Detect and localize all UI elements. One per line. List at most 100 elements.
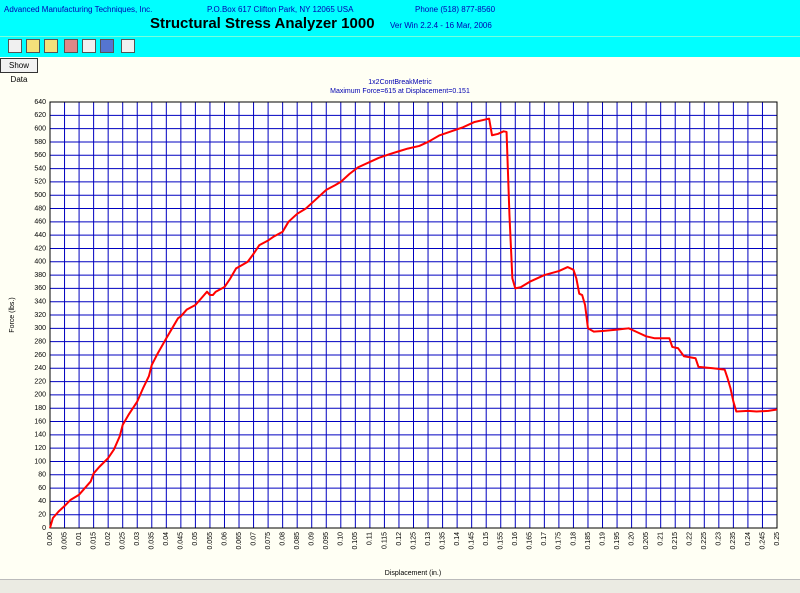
y-tick-label: 20	[38, 512, 46, 519]
x-tick-label: 0.215	[672, 532, 679, 550]
x-tick-label: 0.24	[745, 532, 752, 546]
y-tick-label: 180	[34, 405, 46, 412]
y-tick-label: 640	[34, 99, 46, 106]
x-tick-label: 0.05	[192, 532, 199, 546]
x-tick-label: 0.245	[759, 532, 766, 550]
y-tick-label: 300	[34, 325, 46, 332]
x-tick-label: 0.07	[250, 532, 257, 546]
x-tick-label: 0.17	[541, 532, 548, 546]
x-tick-label: 0.02	[105, 532, 112, 546]
app-title: Structural Stress Analyzer 1000	[150, 15, 375, 32]
x-tick-label: 0.205	[643, 532, 650, 550]
status-bar	[0, 579, 800, 593]
y-tick-label: 540	[34, 165, 46, 172]
folder-icon[interactable]	[44, 39, 58, 53]
x-tick-label: 0.18	[570, 532, 577, 546]
x-tick-label: 0.22	[687, 532, 694, 546]
x-tick-label: 0.19	[599, 532, 606, 546]
x-tick-label: 0.225	[701, 532, 708, 550]
x-tick-label: 0.235	[730, 532, 737, 550]
x-tick-label: 0.25	[774, 532, 781, 546]
print-icon[interactable]	[82, 39, 96, 53]
x-tick-label: 0.13	[425, 532, 432, 546]
x-tick-label: 0.08	[279, 532, 286, 546]
x-axis-label: Displacement (in.)	[385, 570, 441, 577]
x-tick-label: 0.21	[658, 532, 665, 546]
x-tick-label: 0.075	[265, 532, 272, 550]
toolbar	[0, 36, 800, 57]
x-tick-label: 0.14	[454, 532, 461, 546]
y-tick-label: 620	[34, 112, 46, 119]
x-tick-label: 0.115	[381, 532, 388, 549]
y-tick-label: 200	[34, 392, 46, 399]
y-tick-label: 40	[38, 498, 46, 505]
x-tick-label: 0.055	[207, 532, 214, 550]
y-tick-label: 440	[34, 232, 46, 239]
chart-icon[interactable]	[121, 39, 135, 53]
x-tick-label: 0.135	[439, 532, 446, 550]
x-tick-label: 0.03	[134, 532, 141, 546]
phone: Phone (518) 877-8560	[415, 5, 496, 14]
x-tick-label: 0.145	[469, 532, 476, 550]
x-tick-label: 0.005	[61, 532, 68, 550]
x-tick-label: 0.04	[163, 532, 170, 546]
x-tick-label: 0.10	[338, 532, 345, 546]
plot-border	[49, 101, 778, 529]
x-tick-label: 0.09	[309, 532, 316, 546]
x-tick-label: 0.105	[352, 532, 359, 550]
y-tick-label: 280	[34, 338, 46, 345]
x-tick-label: 0.155	[498, 532, 505, 550]
x-tick-label: 0.195	[614, 532, 621, 550]
y-axis-label: Force (lbs.)	[9, 297, 16, 332]
chart: 1x2ContBreakMetric Maximum Force=615 at …	[9, 79, 781, 577]
y-tick-label: 420	[34, 245, 46, 252]
x-tick-label: 0.11	[367, 532, 374, 545]
y-tick-label: 480	[34, 205, 46, 212]
x-tick-label: 0.035	[149, 532, 156, 550]
y-tick-label: 580	[34, 139, 46, 146]
show-data-button[interactable]: Show Data	[0, 58, 38, 84]
x-tick-label: 0.095	[323, 532, 330, 550]
y-tick-label: 320	[34, 312, 46, 319]
x-tick-label: 0.00	[47, 532, 54, 546]
x-tick-label: 0.045	[178, 532, 185, 550]
y-tick-label: 560	[34, 152, 46, 159]
y-tick-label: 340	[34, 299, 46, 306]
x-tick-label: 0.23	[716, 532, 723, 546]
y-tick-label: 520	[34, 179, 46, 186]
x-tick-label: 0.12	[396, 532, 403, 546]
tool-icon[interactable]	[100, 39, 114, 53]
y-tick-label: 0	[42, 525, 46, 532]
address: P.O.Box 617 Clifton Park, NY 12065 USA	[207, 5, 354, 14]
force-curve	[49, 117, 778, 529]
y-tick-label: 400	[34, 259, 46, 266]
x-tick-label: 0.185	[585, 532, 592, 550]
x-tick-label: 0.01	[76, 532, 83, 546]
y-tick-label: 60	[38, 485, 46, 492]
company-name: Advanced Manufacturing Techniques, Inc.	[4, 5, 153, 14]
x-tick-label: 0.015	[90, 532, 97, 550]
y-tick-label: 380	[34, 272, 46, 279]
y-tick-label: 100	[34, 458, 46, 465]
open-icon[interactable]	[26, 39, 40, 53]
y-tick-label: 360	[34, 285, 46, 292]
x-tick-label: 0.175	[556, 532, 563, 550]
y-tick-label: 260	[34, 352, 46, 359]
y-tick-label: 240	[34, 365, 46, 372]
x-tick-label: 0.165	[527, 532, 534, 550]
y-tick-label: 140	[34, 432, 46, 439]
x-tick-label: 0.16	[512, 532, 519, 546]
x-tick-label: 0.06	[221, 532, 228, 546]
new-icon[interactable]	[8, 39, 22, 53]
y-tick-label: 120	[34, 445, 46, 452]
y-tick-label: 500	[34, 192, 46, 199]
y-tick-label: 460	[34, 219, 46, 226]
version: Ver Win 2.2.4 - 16 Mar, 2006	[390, 21, 492, 30]
x-tick-label: 0.125	[410, 532, 417, 550]
x-tick-label: 0.15	[483, 532, 490, 546]
save-icon[interactable]	[64, 39, 78, 53]
y-tick-label: 220	[34, 378, 46, 385]
chart-title: 1x2ContBreakMetric	[368, 79, 432, 86]
y-tick-label: 80	[38, 472, 46, 479]
